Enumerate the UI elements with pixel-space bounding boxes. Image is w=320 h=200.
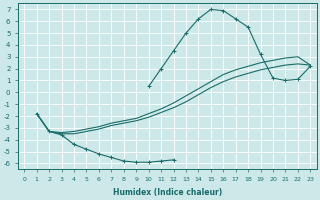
X-axis label: Humidex (Indice chaleur): Humidex (Indice chaleur): [113, 188, 222, 197]
